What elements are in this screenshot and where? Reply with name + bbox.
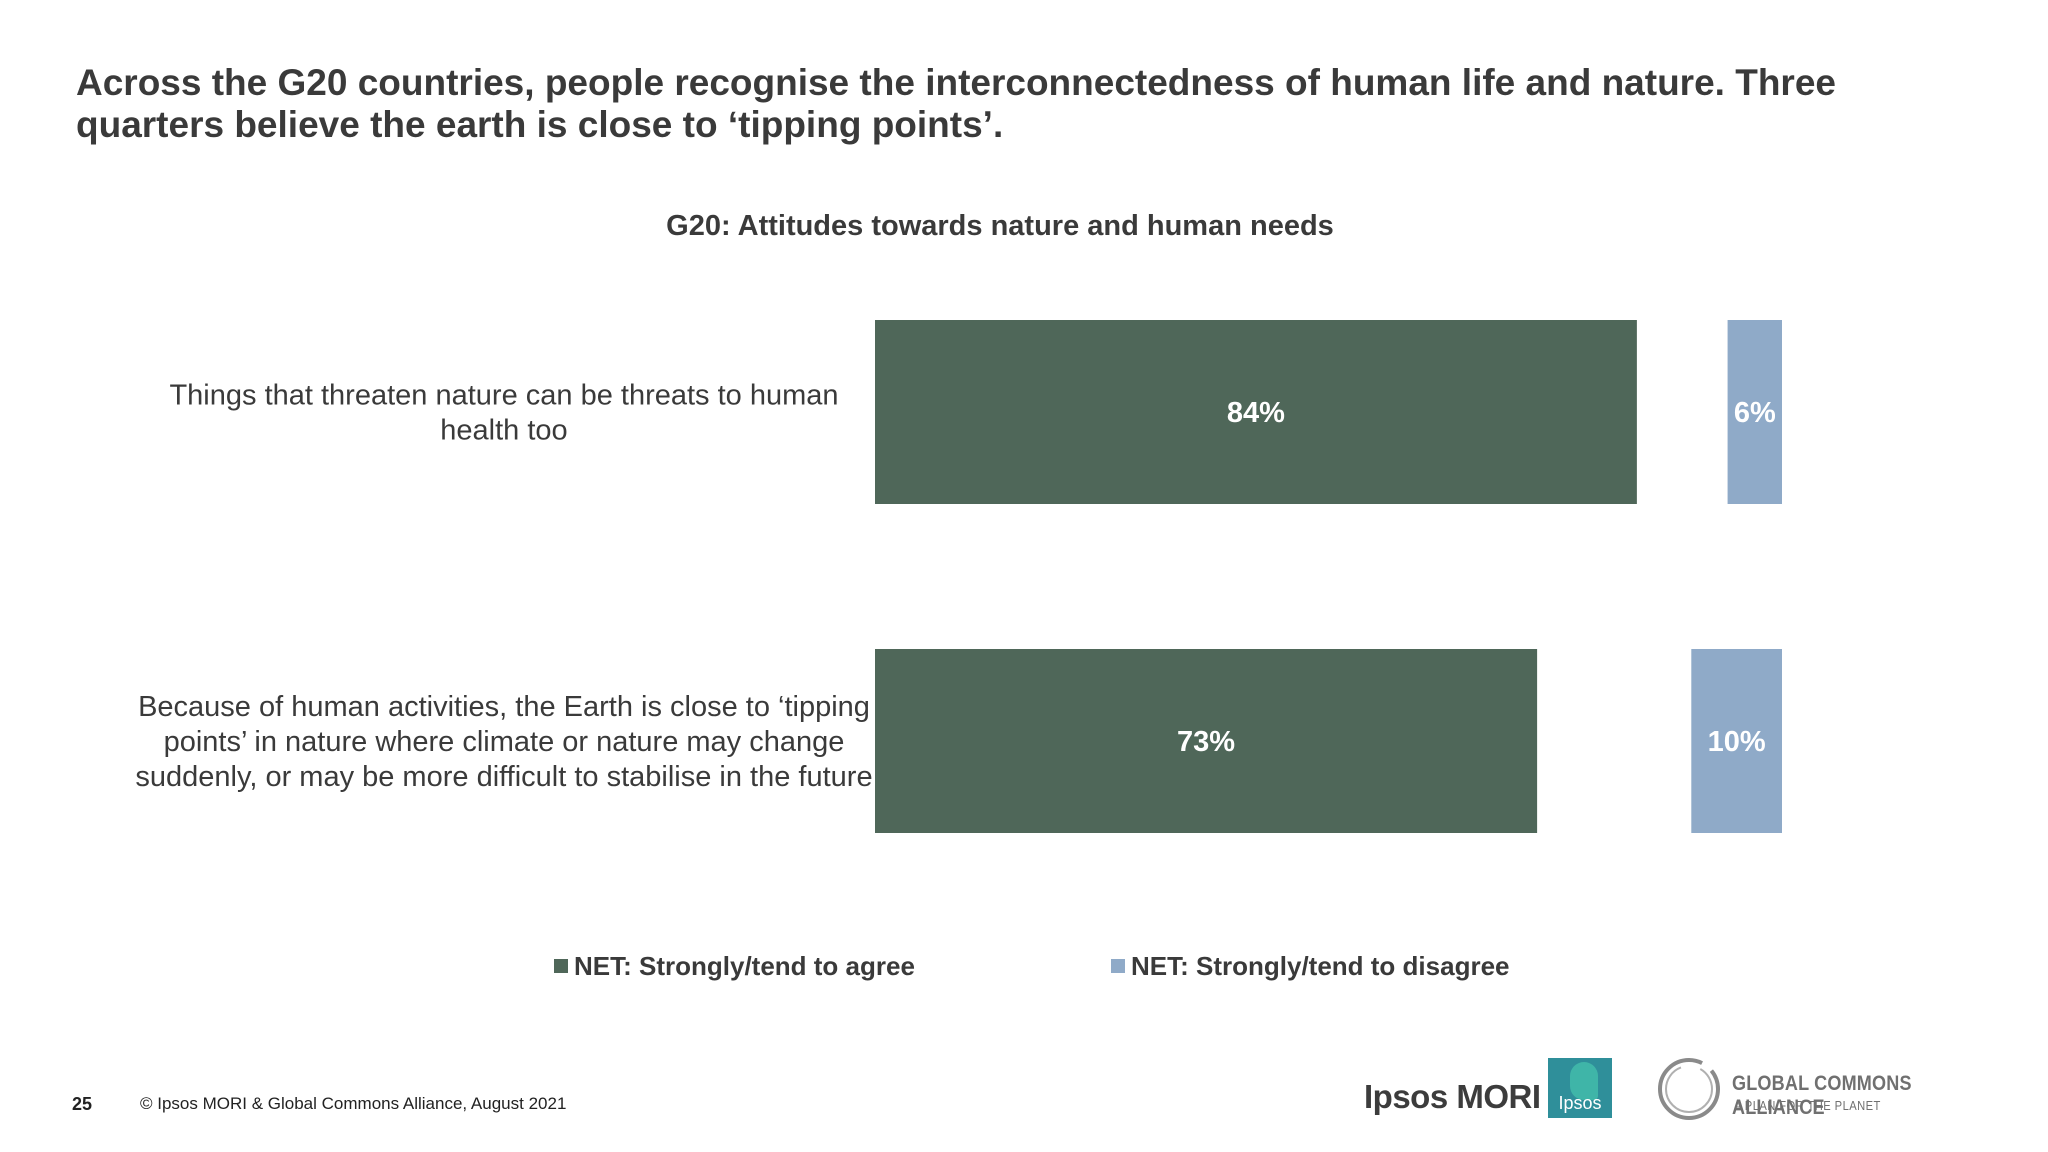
bar-agree-value-label: 84% — [1227, 397, 1285, 429]
bar-disagree — [1691, 649, 1782, 833]
bar-disagree-value-label: 6% — [1734, 397, 1776, 429]
global-commons-ring-icon — [1658, 1058, 1720, 1120]
category-label-line: Because of human activities, the Earth i… — [138, 691, 870, 723]
category-label-line: Things that threaten nature can be threa… — [169, 380, 838, 412]
bar-agree — [875, 649, 1538, 833]
category-label: Things that threaten nature can be threa… — [169, 380, 838, 447]
slide-title: Across the G20 countries, people recogni… — [76, 62, 1836, 145]
bar-disagree-value-label: 10% — [1708, 726, 1766, 758]
category-label: Because of human activities, the Earth i… — [135, 691, 872, 793]
category-label-line: health too — [440, 415, 567, 447]
ipsos-logo-shape — [1570, 1062, 1598, 1100]
legend-label-agree: NET: Strongly/tend to agree — [574, 950, 915, 981]
category-label-line: points’ in nature where climate or natur… — [164, 726, 845, 758]
bar-chart: Things that threaten nature can be threa… — [135, 320, 1782, 833]
legend-swatch-agree — [554, 959, 568, 973]
chart-title-text: G20: Attitudes towards nature and human … — [666, 210, 1334, 242]
bar-agree-value-label: 73% — [1177, 726, 1235, 758]
global-commons-alliance-logo-name: GLOBAL COMMONS ALLIANCE — [1732, 1072, 1912, 1119]
legend-item-disagree: NET: Strongly/tend to disagree — [1111, 948, 1510, 984]
global-commons-alliance-logo-tagline: A PLAN FOR THE PLANET — [1734, 1098, 1881, 1113]
page-number: 25 — [72, 1094, 93, 1114]
ipsos-logo-text: Ipsos — [1558, 1093, 1602, 1113]
category-label-line: suddenly, or may be more difficult to st… — [135, 761, 872, 793]
copyright-notice: © Ipsos MORI & Global Commons Alliance, … — [140, 1094, 567, 1113]
bar-disagree — [1727, 320, 1782, 504]
ipsos-mori-logo: Ipsos MORI — [1364, 1078, 1541, 1115]
chart-title: G20: Attitudes towards nature and human … — [0, 210, 2048, 243]
legend-item-agree: NET: Strongly/tend to agree — [554, 948, 915, 984]
bar-agree — [875, 320, 1637, 504]
ipsos-logo: Ipsos — [1548, 1058, 1612, 1118]
legend-swatch-disagree — [1111, 959, 1125, 973]
legend-label-disagree: NET: Strongly/tend to disagree — [1131, 950, 1510, 981]
